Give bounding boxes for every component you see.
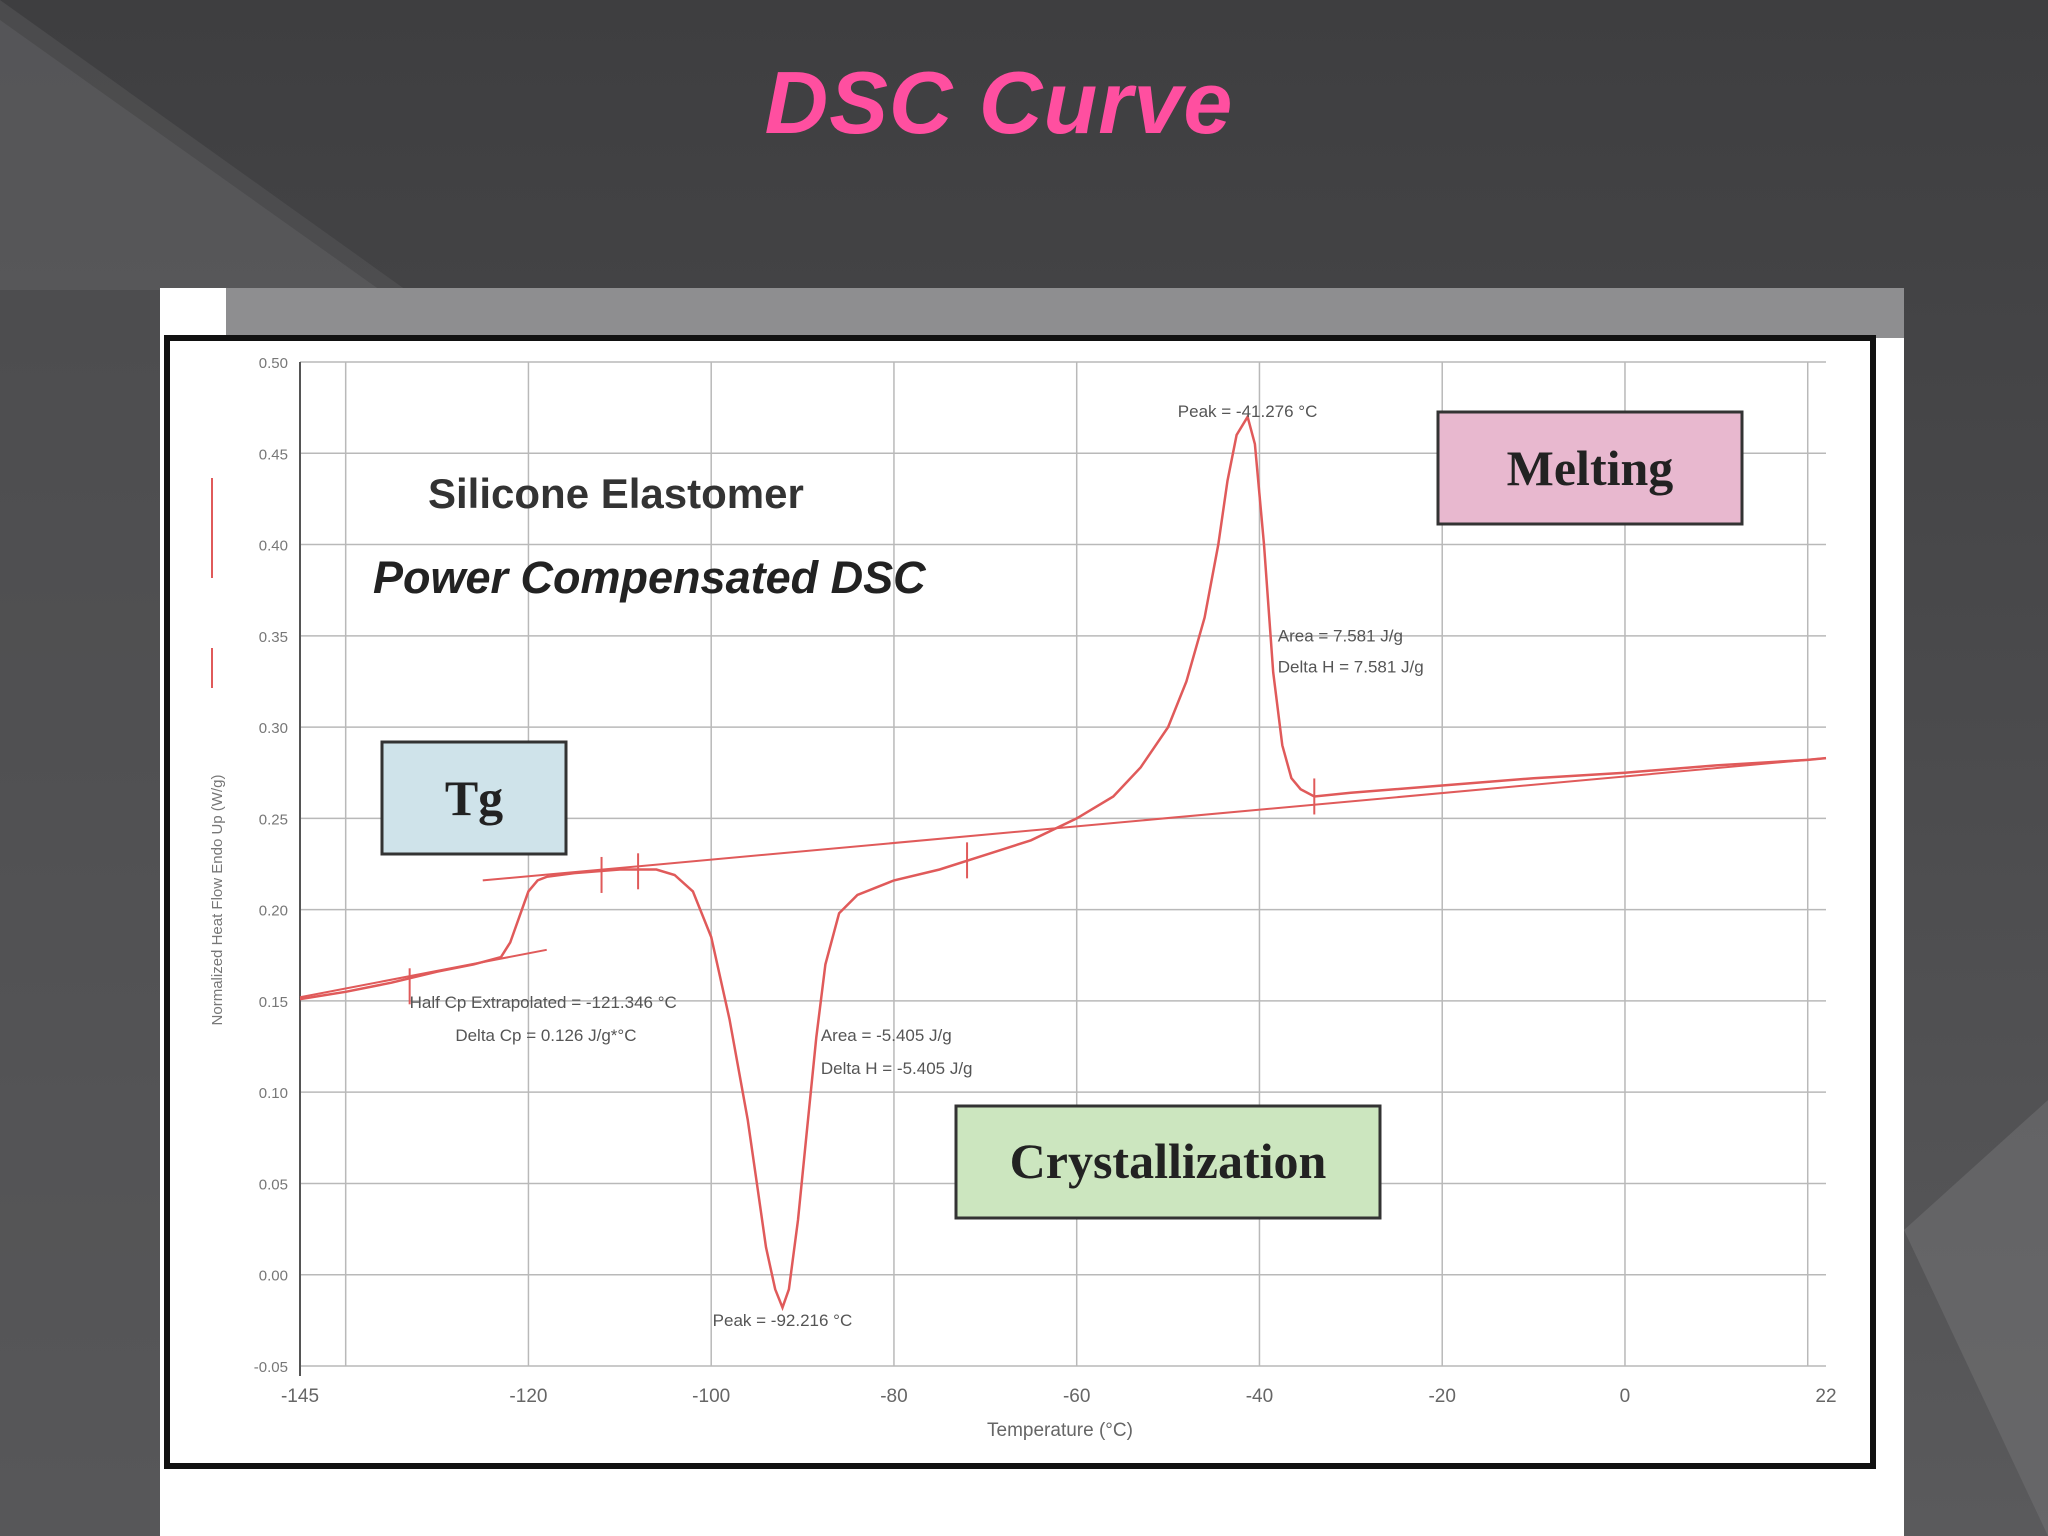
x-tick-label-1: -120 xyxy=(509,1386,547,1407)
crystallization-label: Crystallization xyxy=(1010,1133,1327,1189)
y-tick-label-3: 0.10 xyxy=(259,1085,288,1102)
y-tick-label-0: -0.05 xyxy=(254,1359,288,1376)
x-tick-label-4: -60 xyxy=(1063,1386,1090,1407)
annotation-1: Area = 7.581 J/g xyxy=(1278,626,1403,645)
x-axis-label: Temperature (°C) xyxy=(987,1420,1133,1441)
y-tick-label-2: 0.05 xyxy=(259,1176,288,1193)
melting-label-box: Melting xyxy=(1436,410,1744,526)
annotation-6: Delta H = -5.405 J/g xyxy=(821,1059,973,1078)
y-tick-label-8: 0.35 xyxy=(259,629,288,646)
y-tick-label-11: 0.50 xyxy=(259,355,288,372)
tg-label: Tg xyxy=(445,770,503,826)
slide-title: DSC Curve xyxy=(764,53,1234,152)
chart-subtitle: Power Compensated DSC xyxy=(373,552,927,603)
baseline-0 xyxy=(299,948,547,999)
dsc-curve xyxy=(299,413,1827,1312)
y-tick-label-5: 0.20 xyxy=(259,903,288,920)
x-tick-label-2: -100 xyxy=(692,1386,730,1407)
tg-label-box: Tg xyxy=(380,740,568,856)
y-tick-label-1: 0.00 xyxy=(259,1268,288,1285)
x-tick-label-0: -145 xyxy=(281,1386,319,1407)
y-tick-label-4: 0.15 xyxy=(259,994,288,1011)
ticks: -0.05 0.00 0.05 0.10 0.15 0.20 0.25 0.30 0.35 0.4… xyxy=(254,355,1837,1407)
annotations: Peak = -41.276 °C Area = 7.581 J/g Delta H… xyxy=(410,402,1424,1330)
y-tick-label-9: 0.40 xyxy=(259,538,288,555)
baselines xyxy=(299,757,1827,999)
integration-markers xyxy=(408,778,1316,1005)
melting-label: Melting xyxy=(1507,440,1674,496)
x-tick-label-7: 0 xyxy=(1620,1386,1631,1407)
dsc-chart: -0.05 0.00 0.05 0.10 0.15 0.20 0.25 0.30 0.35 0.4… xyxy=(164,335,1876,1469)
annotation-0: Peak = -41.276 °C xyxy=(1178,402,1318,421)
y-tick-label-7: 0.30 xyxy=(259,720,288,737)
annotation-4: Delta Cp = 0.126 J/g*°C xyxy=(455,1026,636,1045)
chart-title: Silicone Elastomer xyxy=(428,470,804,517)
crystallization-label-box: Crystallization xyxy=(954,1104,1382,1220)
annotation-5: Area = -5.405 J/g xyxy=(821,1026,952,1045)
annotation-3: Half Cp Extrapolated = -121.346 °C xyxy=(410,993,677,1012)
annotation-7: Peak = -92.216 °C xyxy=(713,1311,853,1330)
plot-frame xyxy=(164,335,1876,1469)
annotation-2: Delta H = 7.581 J/g xyxy=(1278,657,1424,676)
grid xyxy=(299,361,1826,1376)
x-tick-label-3: -80 xyxy=(880,1386,907,1407)
x-tick-label-8: 22 xyxy=(1815,1386,1836,1407)
baseline-1 xyxy=(482,757,1827,882)
x-tick-label-5: -40 xyxy=(1246,1386,1273,1407)
y-axis-label: Normalized Heat Flow Endo Up (W/g) xyxy=(209,775,226,1026)
x-tick-label-6: -20 xyxy=(1428,1386,1455,1407)
y-tick-label-6: 0.25 xyxy=(259,811,288,828)
y-tick-label-10: 0.45 xyxy=(259,446,288,463)
